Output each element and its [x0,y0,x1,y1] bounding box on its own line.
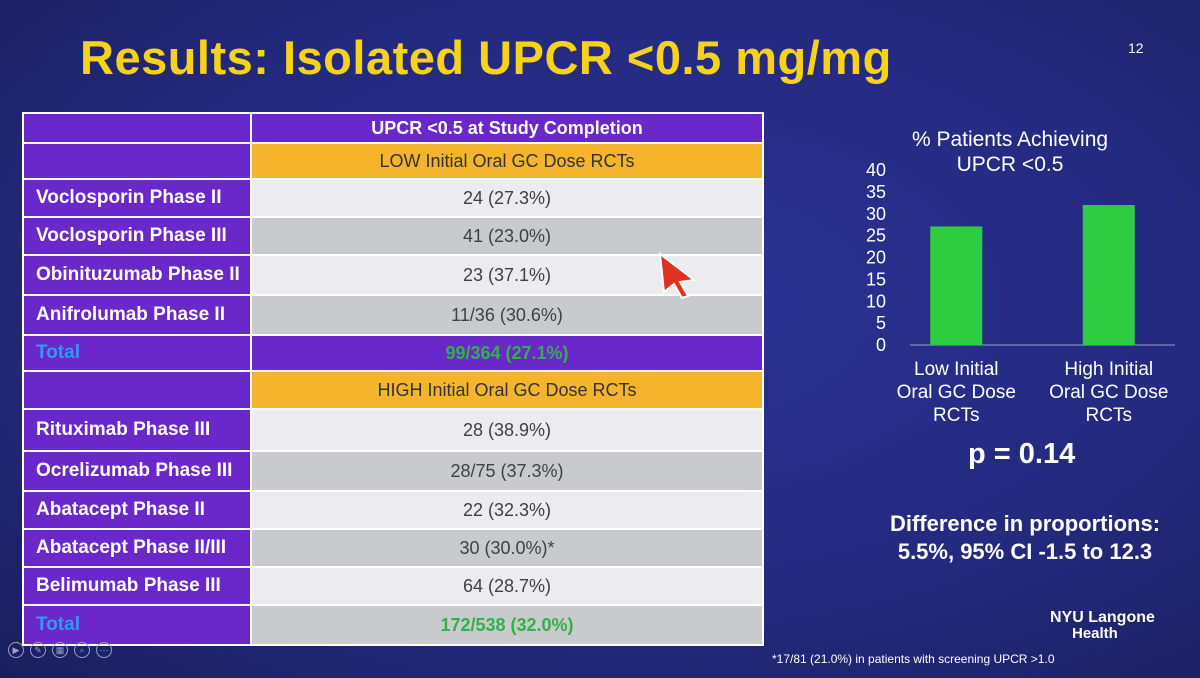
table-row: Abatacept Phase II 22 (32.3%) [22,492,764,530]
high-group-label: HIGH Initial Oral GC Dose RCTs [252,372,764,410]
total-label: Total [22,606,252,646]
logo-line-2: Health [1072,625,1118,642]
category-label: High Initial [1064,359,1153,380]
category-label: Oral GC Dose [1049,382,1168,403]
study-name: Voclosporin Phase II [22,180,252,218]
study-value: 22 (32.3%) [252,492,764,530]
y-tick-label: 30 [866,204,886,224]
p-value: p = 0.14 [968,438,1076,470]
study-name: Belimumab Phase III [22,568,252,606]
cursor-icon [658,252,697,300]
study-value: 28 (38.9%) [252,410,764,452]
table-header: UPCR <0.5 at Study Completion [252,112,764,144]
group-empty-cell [22,372,252,410]
y-tick-label: 15 [866,269,886,289]
table-header-row: UPCR <0.5 at Study Completion [22,112,764,144]
category-label: RCTs [933,405,979,426]
play-icon[interactable]: ▶ [8,642,24,658]
table-row: Anifrolumab Phase II 11/36 (30.6%) [22,296,764,336]
study-name: Voclosporin Phase III [22,218,252,256]
low-group-row: LOW Initial Oral GC Dose RCTs [22,144,764,180]
y-tick-label: 20 [866,248,886,268]
study-name: Abatacept Phase II/III [22,530,252,568]
more-icon[interactable]: ⋯ [96,642,112,658]
chart-title: % Patients Achieving UPCR <0.5 [911,128,1109,176]
total-value: 172/538 (32.0%) [252,606,764,646]
table-row: Voclosporin Phase III 41 (23.0%) [22,218,764,256]
study-value: 24 (27.3%) [252,180,764,218]
diff-line-1: Difference in proportions: [889,511,1161,536]
difference-in-proportions: Difference in proportions: 5.5%, 95% CI … [870,510,1180,566]
zoom-icon[interactable]: ⌕ [74,642,90,658]
footnote: *17/81 (21.0%) in patients with screenin… [772,652,1055,666]
slides-icon[interactable]: ▦ [52,642,68,658]
y-tick-label: 10 [866,291,886,311]
slide-title: Results: Isolated UPCR <0.5 mg/mg [80,31,892,84]
total-label: Total [22,336,252,372]
low-group-label: LOW Initial Oral GC Dose RCTs [252,144,764,180]
study-value: 30 (30.0%)* [252,530,764,568]
y-tick-label: 5 [876,313,886,333]
nyu-langone-logo: NYU Langone Health [1050,610,1155,642]
y-tick-label: 25 [866,226,886,246]
slide-number: 12 [1128,40,1144,56]
study-name: Ocrelizumab Phase III [22,452,252,492]
pen-icon[interactable]: ✎ [30,642,46,658]
y-tick-label: 35 [866,182,886,202]
y-tick-label: 40 [866,160,886,180]
table-row: Belimumab Phase III 64 (28.7%) [22,568,764,606]
table-row: Obinituzumab Phase II 23 (37.1%) [22,256,764,296]
table-row: Abatacept Phase II/III 30 (30.0%)* [22,530,764,568]
study-name: Abatacept Phase II [22,492,252,530]
diff-line-2: 5.5%, 95% CI -1.5 to 12.3 [897,539,1153,564]
total-value: 99/364 (27.1%) [252,336,764,372]
table-row: Rituximab Phase III 28 (38.9%) [22,410,764,452]
category-label: Low Initial [914,359,999,380]
category-label: Oral GC Dose [897,382,1016,403]
study-name: Anifrolumab Phase II [22,296,252,336]
study-name: Rituximab Phase III [22,410,252,452]
bar [930,226,983,345]
study-value: 11/36 (30.6%) [252,296,764,336]
bar [1082,205,1135,345]
high-total-row: Total 172/538 (32.0%) [22,606,764,646]
category-label: RCTs [1086,405,1132,426]
logo-line-1: NYU Langone [1050,609,1155,626]
high-group-row: HIGH Initial Oral GC Dose RCTs [22,372,764,410]
y-tick-label: 0 [876,335,886,355]
study-value: 64 (28.7%) [252,568,764,606]
table-row: Voclosporin Phase II 24 (27.3%) [22,180,764,218]
header-empty-cell [22,112,252,144]
study-value: 41 (23.0%) [252,218,764,256]
group-empty-cell [22,144,252,180]
study-value: 28/75 (37.3%) [252,452,764,492]
low-total-row: Total 99/364 (27.1%) [22,336,764,372]
table-row: Ocrelizumab Phase III 28/75 (37.3%) [22,452,764,492]
presenter-toolbar: ▶ ✎ ▦ ⌕ ⋯ [8,642,112,658]
study-name: Obinituzumab Phase II [22,256,252,296]
